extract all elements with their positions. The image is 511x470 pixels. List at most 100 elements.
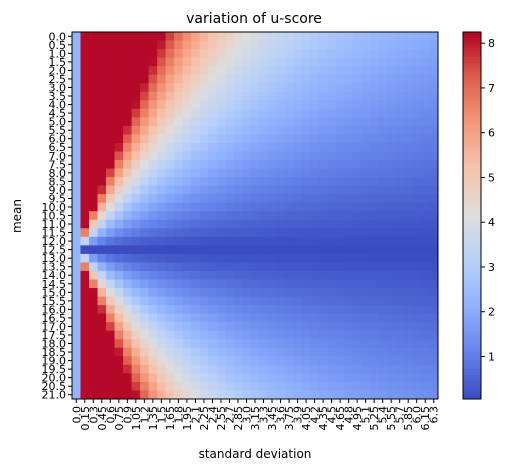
heatmap-cell xyxy=(259,92,268,101)
heatmap-cell xyxy=(225,331,234,340)
heatmap-cell xyxy=(98,49,107,58)
heatmap-cell xyxy=(242,169,251,178)
heatmap-cell xyxy=(395,160,404,169)
colorbar-segment xyxy=(463,249,481,253)
heatmap-cell xyxy=(242,211,251,220)
heatmap-cell xyxy=(319,365,328,374)
heatmap-cell xyxy=(234,160,243,169)
heatmap-cell xyxy=(157,348,166,357)
heatmap-cell xyxy=(310,365,319,374)
heatmap-cell xyxy=(421,245,430,254)
heatmap-cell xyxy=(259,83,268,92)
heatmap-cell xyxy=(115,169,124,178)
heatmap-cell xyxy=(191,100,200,109)
heatmap-cell xyxy=(310,177,319,186)
heatmap-cell xyxy=(344,203,353,212)
heatmap-cell xyxy=(387,305,396,314)
colorbar-segment xyxy=(463,222,481,226)
heatmap-cell xyxy=(217,356,226,365)
heatmap-cell xyxy=(217,339,226,348)
heatmap-cell xyxy=(157,220,166,229)
heatmap-cell xyxy=(395,83,404,92)
heatmap-cell xyxy=(336,322,345,331)
heatmap-cell xyxy=(81,339,90,348)
heatmap-cell xyxy=(412,211,421,220)
colorbar-segment xyxy=(463,148,481,152)
heatmap-cell xyxy=(429,237,438,246)
heatmap-cell xyxy=(106,220,115,229)
heatmap-cell xyxy=(336,271,345,280)
heatmap-cell xyxy=(319,151,328,160)
heatmap-cell xyxy=(98,194,107,203)
heatmap-cell xyxy=(81,356,90,365)
colorbar-segment xyxy=(463,368,481,372)
heatmap-cell xyxy=(106,339,115,348)
heatmap-cell xyxy=(140,297,149,306)
heatmap-cell xyxy=(81,117,90,126)
heatmap-cell xyxy=(285,365,294,374)
heatmap-cell xyxy=(285,314,294,323)
heatmap-cell xyxy=(268,117,277,126)
colorbar-segment xyxy=(463,130,481,134)
heatmap-cell xyxy=(157,390,166,399)
heatmap-cell xyxy=(429,83,438,92)
heatmap-cell xyxy=(234,100,243,109)
heatmap-cell xyxy=(412,109,421,118)
heatmap-cell xyxy=(395,66,404,75)
heatmap-cell xyxy=(285,211,294,220)
heatmap-cell xyxy=(200,390,209,399)
colorbar-segment xyxy=(463,142,481,146)
heatmap-cell xyxy=(353,109,362,118)
heatmap-cell xyxy=(123,271,132,280)
colorbar-segment xyxy=(463,203,481,207)
heatmap-cell xyxy=(404,382,413,391)
heatmap-cell xyxy=(174,254,183,263)
heatmap-cell xyxy=(319,41,328,50)
heatmap-cell xyxy=(149,348,158,357)
heatmap-cell xyxy=(81,237,90,246)
heatmap-cell xyxy=(387,220,396,229)
heatmap-cell xyxy=(251,177,260,186)
heatmap-cell xyxy=(106,254,115,263)
heatmap-cell xyxy=(183,66,192,75)
heatmap-cell xyxy=(361,356,370,365)
heatmap-cell xyxy=(89,92,98,101)
heatmap-cell xyxy=(98,177,107,186)
heatmap-cell xyxy=(72,339,81,348)
heatmap-cell xyxy=(361,100,370,109)
heatmap-cell xyxy=(302,390,311,399)
colorbar-segment xyxy=(463,378,481,382)
heatmap-cell xyxy=(115,339,124,348)
heatmap-cell xyxy=(421,271,430,280)
heatmap-cell xyxy=(344,186,353,195)
heatmap-cell xyxy=(132,169,141,178)
colorbar-segment xyxy=(463,313,481,317)
heatmap-cell xyxy=(191,211,200,220)
colorbar-segment xyxy=(463,323,481,327)
heatmap-cell xyxy=(412,186,421,195)
heatmap-cell xyxy=(293,177,302,186)
heatmap-cell xyxy=(157,126,166,135)
heatmap-cell xyxy=(319,297,328,306)
heatmap-cell xyxy=(285,83,294,92)
heatmap-cell xyxy=(344,373,353,382)
heatmap-cell xyxy=(310,134,319,143)
heatmap-cell xyxy=(174,297,183,306)
heatmap-cell xyxy=(174,169,183,178)
heatmap-cell xyxy=(132,288,141,297)
heatmap-cell xyxy=(370,228,379,237)
heatmap-cell xyxy=(421,339,430,348)
heatmap-cell xyxy=(149,177,158,186)
heatmap-cell xyxy=(183,348,192,357)
heatmap-cell xyxy=(234,288,243,297)
heatmap-cell xyxy=(404,109,413,118)
heatmap-cell xyxy=(183,32,192,41)
heatmap-cell xyxy=(208,194,217,203)
heatmap-cell xyxy=(344,322,353,331)
heatmap-cell xyxy=(166,32,175,41)
heatmap-cell xyxy=(191,288,200,297)
heatmap-cell xyxy=(259,237,268,246)
heatmap-cell xyxy=(217,373,226,382)
colorbar-segment xyxy=(463,157,481,161)
